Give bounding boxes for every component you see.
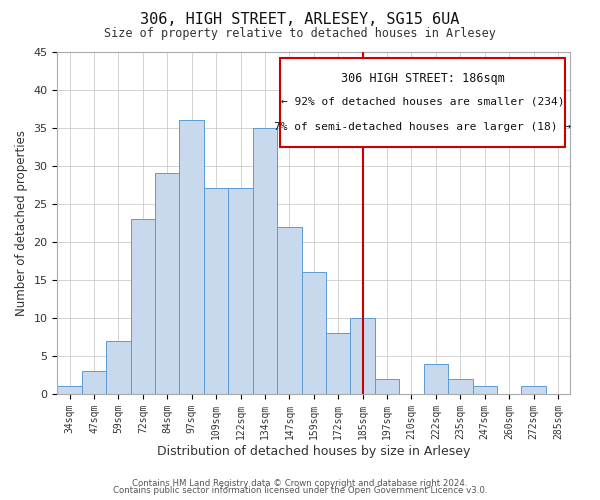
Text: ← 92% of detached houses are smaller (234): ← 92% of detached houses are smaller (23… [281, 96, 565, 106]
Bar [424, 364, 448, 394]
Bar [448, 379, 473, 394]
Text: Size of property relative to detached houses in Arlesey: Size of property relative to detached ho… [104, 28, 496, 40]
Bar [106, 340, 131, 394]
Bar [350, 318, 375, 394]
Text: Contains HM Land Registry data © Crown copyright and database right 2024.: Contains HM Land Registry data © Crown c… [132, 478, 468, 488]
FancyBboxPatch shape [280, 58, 565, 148]
Y-axis label: Number of detached properties: Number of detached properties [15, 130, 28, 316]
X-axis label: Distribution of detached houses by size in Arlesey: Distribution of detached houses by size … [157, 444, 470, 458]
Bar [277, 226, 302, 394]
Bar [229, 188, 253, 394]
Bar [204, 188, 229, 394]
Bar [82, 371, 106, 394]
Bar [521, 386, 546, 394]
Bar [58, 386, 82, 394]
Bar [131, 219, 155, 394]
Bar [302, 272, 326, 394]
Text: 7% of semi-detached houses are larger (18) →: 7% of semi-detached houses are larger (1… [274, 122, 571, 132]
Text: 306, HIGH STREET, ARLESEY, SG15 6UA: 306, HIGH STREET, ARLESEY, SG15 6UA [140, 12, 460, 28]
Bar [326, 333, 350, 394]
Bar [375, 379, 399, 394]
Bar [155, 174, 179, 394]
Bar [179, 120, 204, 394]
Bar [253, 128, 277, 394]
Bar [473, 386, 497, 394]
Text: 306 HIGH STREET: 186sqm: 306 HIGH STREET: 186sqm [341, 72, 505, 85]
Text: Contains public sector information licensed under the Open Government Licence v3: Contains public sector information licen… [113, 486, 487, 495]
